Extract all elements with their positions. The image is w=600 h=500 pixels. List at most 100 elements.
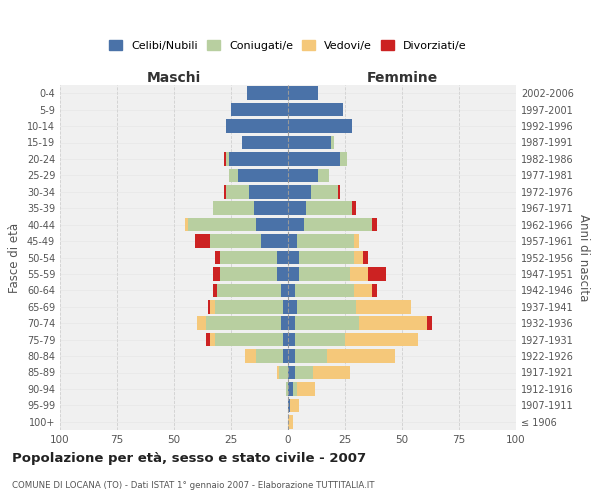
Bar bbox=[354, 234, 359, 248]
Bar bbox=[338, 185, 340, 198]
Bar bbox=[295, 366, 313, 379]
Bar bbox=[295, 316, 359, 330]
Bar bbox=[288, 234, 297, 248]
Bar bbox=[229, 152, 288, 166]
Bar bbox=[277, 251, 288, 264]
Bar bbox=[297, 234, 354, 248]
Bar bbox=[206, 333, 211, 346]
Bar bbox=[211, 234, 260, 248]
Bar bbox=[290, 398, 299, 412]
Bar bbox=[373, 218, 377, 232]
Bar bbox=[288, 168, 317, 182]
Bar bbox=[249, 185, 288, 198]
Bar bbox=[288, 398, 290, 412]
Bar bbox=[242, 136, 288, 149]
Bar bbox=[256, 350, 283, 363]
Bar bbox=[213, 202, 254, 215]
Bar bbox=[354, 284, 373, 297]
Bar bbox=[185, 218, 188, 232]
Text: Popolazione per età, sesso e stato civile - 2007: Popolazione per età, sesso e stato civil… bbox=[12, 452, 366, 465]
Bar bbox=[345, 333, 418, 346]
Bar bbox=[247, 86, 288, 100]
Bar bbox=[215, 251, 220, 264]
Bar bbox=[288, 120, 352, 133]
Bar bbox=[297, 300, 356, 314]
Bar bbox=[260, 234, 288, 248]
Bar bbox=[311, 185, 338, 198]
Bar bbox=[304, 218, 373, 232]
Bar bbox=[295, 284, 354, 297]
Bar bbox=[288, 103, 343, 117]
Bar bbox=[283, 300, 288, 314]
Bar bbox=[279, 366, 288, 379]
Bar bbox=[313, 366, 350, 379]
Bar bbox=[256, 218, 288, 232]
Bar bbox=[288, 218, 304, 232]
Y-axis label: Anni di nascita: Anni di nascita bbox=[577, 214, 590, 301]
Bar bbox=[288, 350, 295, 363]
Bar bbox=[281, 284, 288, 297]
Bar bbox=[231, 103, 288, 117]
Bar bbox=[288, 300, 297, 314]
Legend: Celibi/Nubili, Coniugati/e, Vedovi/e, Divorziati/e: Celibi/Nubili, Coniugati/e, Vedovi/e, Di… bbox=[105, 36, 471, 55]
Bar bbox=[220, 251, 277, 264]
Bar bbox=[197, 316, 206, 330]
Bar bbox=[283, 350, 288, 363]
Bar bbox=[288, 267, 299, 280]
Bar bbox=[277, 366, 279, 379]
Bar bbox=[211, 333, 215, 346]
Bar bbox=[297, 382, 316, 396]
Bar bbox=[288, 185, 311, 198]
Bar bbox=[368, 267, 386, 280]
Bar bbox=[299, 267, 350, 280]
Bar bbox=[427, 316, 431, 330]
Bar bbox=[211, 300, 215, 314]
Bar bbox=[286, 382, 288, 396]
Bar bbox=[354, 251, 363, 264]
Bar bbox=[254, 202, 288, 215]
Bar bbox=[220, 267, 277, 280]
Bar bbox=[288, 284, 295, 297]
Text: Maschi: Maschi bbox=[147, 71, 201, 85]
Bar bbox=[194, 234, 211, 248]
Bar bbox=[306, 202, 352, 215]
Bar bbox=[226, 120, 288, 133]
Bar bbox=[299, 251, 354, 264]
Bar bbox=[217, 284, 281, 297]
Text: COMUNE DI LOCANA (TO) - Dati ISTAT 1° gennaio 2007 - Elaborazione TUTTITALIA.IT: COMUNE DI LOCANA (TO) - Dati ISTAT 1° ge… bbox=[12, 481, 374, 490]
Bar bbox=[331, 136, 334, 149]
Bar bbox=[356, 300, 411, 314]
Bar bbox=[224, 152, 226, 166]
Bar bbox=[245, 350, 256, 363]
Bar bbox=[340, 152, 347, 166]
Bar bbox=[288, 202, 306, 215]
Bar bbox=[350, 267, 368, 280]
Bar bbox=[288, 86, 317, 100]
Bar bbox=[363, 251, 368, 264]
Bar bbox=[288, 152, 340, 166]
Text: Femmine: Femmine bbox=[367, 71, 437, 85]
Bar bbox=[288, 316, 295, 330]
Bar bbox=[288, 333, 295, 346]
Bar bbox=[317, 168, 329, 182]
Bar bbox=[213, 267, 220, 280]
Bar bbox=[288, 382, 293, 396]
Bar bbox=[288, 251, 299, 264]
Y-axis label: Fasce di età: Fasce di età bbox=[8, 222, 21, 292]
Bar bbox=[188, 218, 256, 232]
Bar bbox=[215, 333, 283, 346]
Bar bbox=[352, 202, 356, 215]
Bar bbox=[283, 333, 288, 346]
Bar bbox=[226, 185, 249, 198]
Bar bbox=[327, 350, 395, 363]
Bar bbox=[288, 415, 293, 428]
Bar bbox=[281, 316, 288, 330]
Bar bbox=[359, 316, 427, 330]
Bar bbox=[277, 267, 288, 280]
Bar bbox=[293, 382, 297, 396]
Bar bbox=[226, 152, 229, 166]
Bar bbox=[208, 300, 211, 314]
Bar bbox=[373, 284, 377, 297]
Bar bbox=[224, 185, 226, 198]
Bar bbox=[288, 366, 295, 379]
